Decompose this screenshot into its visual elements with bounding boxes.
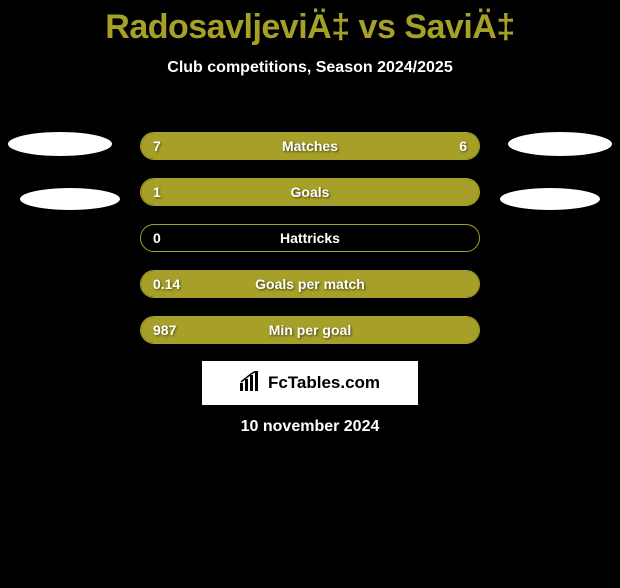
avatar-placeholder-left-2	[20, 188, 120, 210]
stat-bar: 987Min per goal	[140, 316, 480, 344]
avatar-placeholder-right-1	[508, 132, 612, 156]
stat-label: Hattricks	[141, 225, 479, 251]
avatar-placeholder-left-1	[8, 132, 112, 156]
subtitle: Club competitions, Season 2024/2025	[0, 59, 620, 77]
source-logo-text: FcTables.com	[268, 373, 380, 393]
stat-bar: 1Goals	[140, 178, 480, 206]
comparison-bars: 76Matches 1Goals 0Hattricks 0.14Goals per m…	[140, 132, 480, 362]
avatar-placeholder-right-2	[500, 188, 600, 210]
date-label: 10 november 2024	[0, 418, 620, 436]
stat-label: Min per goal	[141, 317, 479, 343]
stat-label: Matches	[141, 133, 479, 159]
stat-label: Goals	[141, 179, 479, 205]
stat-bar: 0Hattricks	[140, 224, 480, 252]
stat-bar: 76Matches	[140, 132, 480, 160]
stat-label: Goals per match	[141, 271, 479, 297]
chart-icon	[240, 371, 262, 396]
source-logo: FcTables.com	[202, 361, 418, 405]
page-title: RadosavljeviÄ‡ vs SaviÄ‡	[0, 8, 620, 47]
stat-bar: 0.14Goals per match	[140, 270, 480, 298]
